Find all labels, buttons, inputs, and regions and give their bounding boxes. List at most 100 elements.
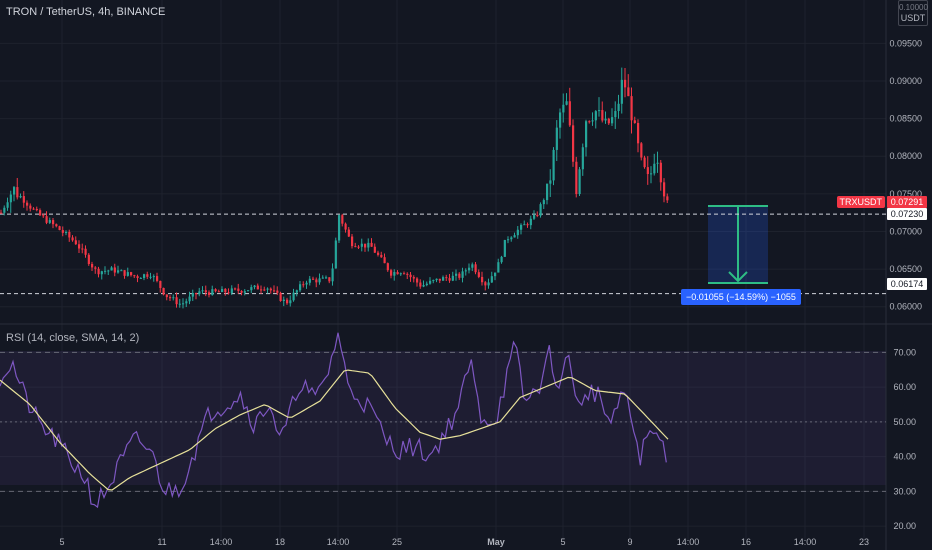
- candle-body-up: [318, 278, 321, 283]
- candle-body-up: [338, 215, 341, 241]
- candle-body-up: [243, 291, 246, 293]
- candle-body-down: [383, 257, 386, 264]
- candle-body-down: [208, 292, 211, 295]
- candle-body-up: [585, 121, 588, 148]
- candle-body-down: [169, 297, 172, 299]
- candle-body-down: [640, 143, 643, 158]
- candle-body-down: [341, 215, 344, 224]
- candle-body-down: [409, 274, 412, 278]
- candle-body-down: [113, 267, 116, 273]
- rsi-axis-ticks: 20.00 30.00 40.00 50.00 60.00 70.00: [893, 347, 916, 531]
- candle-body-down: [572, 125, 575, 162]
- candle-body-up: [299, 284, 302, 291]
- candle-body-up: [139, 277, 142, 279]
- candle-body-down: [55, 224, 58, 227]
- candle-body-up: [529, 218, 532, 226]
- price-tick-label: 0.09000: [889, 76, 922, 86]
- candle-body-down: [71, 237, 74, 241]
- candle-body-up: [289, 300, 292, 304]
- candle-body-up: [9, 194, 12, 203]
- time-tick-label: 14:00: [210, 537, 233, 547]
- candle-body-up: [295, 290, 298, 293]
- candle-body-down: [42, 215, 45, 217]
- candle-body-up: [562, 104, 565, 113]
- candle-body-down: [302, 284, 305, 286]
- candle-body-up: [230, 288, 233, 293]
- candle-body-down: [84, 248, 87, 255]
- candle-body-up: [253, 285, 256, 288]
- candle-body-down: [29, 205, 32, 209]
- candle-body-down: [256, 285, 259, 290]
- candle-body-down: [81, 248, 84, 250]
- candle-body-down: [666, 196, 669, 201]
- candle-body-down: [484, 282, 487, 286]
- candle-body-down: [624, 79, 627, 88]
- candle-body-down: [175, 297, 178, 305]
- price-axis-ticks: 0.06000 0.06500 0.07000 0.07500 0.08000 0.085…: [889, 38, 922, 311]
- candle-body-up: [110, 267, 113, 271]
- candle-body-up: [201, 290, 204, 292]
- candle-body-up: [325, 277, 328, 279]
- candle-body-up: [539, 204, 542, 216]
- candle-body-down: [445, 277, 448, 279]
- candle-body-down: [260, 289, 263, 291]
- rsi-band-lines: [0, 351, 886, 492]
- candle-body-down: [276, 290, 279, 293]
- time-tick-label: 5: [59, 537, 64, 547]
- candle-body-up: [656, 162, 659, 164]
- candle-body-down: [133, 275, 136, 277]
- candle-body-up: [507, 239, 510, 241]
- candle-body-down: [26, 202, 29, 206]
- candle-body-down: [377, 252, 380, 255]
- candle-body-down: [601, 110, 604, 121]
- candle-body-down: [328, 277, 331, 282]
- price-tick-label: 0.06500: [889, 264, 922, 274]
- time-tick-label: 14:00: [794, 537, 817, 547]
- candle-body-up: [292, 292, 295, 301]
- price-tick-label: 0.06000: [889, 302, 922, 312]
- candle-body-down: [130, 272, 133, 276]
- candle-body-down: [240, 290, 243, 293]
- candle-body-down: [263, 289, 266, 291]
- candle-body-up: [104, 270, 107, 272]
- chart-title: TRON / TetherUS, 4h, BINANCE: [6, 6, 166, 18]
- candle-body-down: [390, 270, 393, 276]
- time-tick-label: 25: [392, 537, 402, 547]
- candle-body-up: [143, 274, 146, 278]
- candle-body-down: [607, 118, 610, 124]
- candle-body-down: [224, 288, 227, 293]
- candle-body-up: [211, 289, 214, 295]
- candle-body-up: [120, 270, 123, 272]
- candle-body-up: [594, 111, 597, 121]
- candle-body-up: [399, 273, 402, 275]
- candle-body-up: [48, 220, 51, 223]
- candle-body-down: [269, 288, 272, 291]
- candle-body-down: [146, 274, 149, 277]
- upper-line-price-label: 0.07230: [887, 208, 927, 220]
- candle-body-up: [510, 237, 513, 240]
- candle-body-up: [591, 120, 594, 122]
- currency-label[interactable]: 0.10000 USDT: [898, 0, 928, 26]
- candle-body-up: [305, 282, 308, 285]
- candle-body-down: [344, 223, 347, 230]
- symbol-label: TRXUSDT: [836, 196, 885, 208]
- candle-body-up: [455, 273, 458, 276]
- time-tick-label: 23: [859, 537, 869, 547]
- candle-body-up: [100, 271, 103, 275]
- candle-body-up: [533, 214, 536, 219]
- candle-body-up: [6, 202, 9, 208]
- candle-body-down: [0, 212, 3, 214]
- candle-body-up: [611, 117, 614, 124]
- measure-result-label[interactable]: −0.01055 (−14.59%) −1055: [681, 289, 801, 305]
- price-tick-label: 0.07000: [889, 226, 922, 236]
- candle-body-up: [617, 103, 620, 112]
- candle-body-down: [68, 231, 71, 238]
- candle-body-down: [568, 101, 571, 126]
- candle-body-up: [172, 297, 175, 299]
- candle-body-up: [653, 163, 656, 174]
- candle-body-up: [500, 256, 503, 263]
- candle-body-down: [386, 263, 389, 271]
- candle-body-down: [97, 268, 100, 275]
- candle-body-down: [630, 96, 633, 121]
